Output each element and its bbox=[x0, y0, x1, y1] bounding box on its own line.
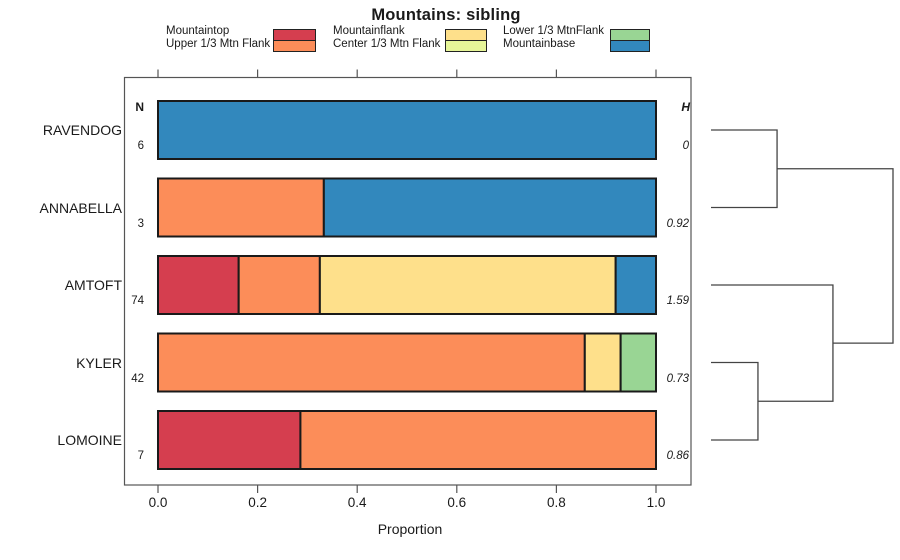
x-axis-tick-label: 0.6 bbox=[447, 495, 467, 510]
legend-swatch-upper-1-3-mtn-flank bbox=[273, 39, 316, 52]
x-axis-tick-label: 0.2 bbox=[248, 495, 267, 510]
row-label: LOMOINE bbox=[57, 432, 122, 448]
row-h-value: 0.86 bbox=[666, 450, 689, 462]
bar-segment-upper-1-3-mtn-flank bbox=[157, 332, 586, 393]
bar-segment-upper-1-3-mtn-flank bbox=[237, 255, 321, 315]
bar-segment-mountaintop bbox=[157, 255, 240, 315]
x-axis-tick-label: 1.0 bbox=[646, 495, 666, 510]
x-axis-tick-label: 0.0 bbox=[148, 495, 168, 510]
bar-segment-mountaintop bbox=[157, 410, 302, 470]
x-axis-label: Proportion bbox=[377, 521, 443, 537]
bar-segment-upper-1-3-mtn-flank bbox=[157, 177, 325, 238]
legend-label: Mountainbase bbox=[503, 38, 576, 51]
row-n-value: 42 bbox=[131, 372, 144, 385]
bar-segment-mountainbase bbox=[614, 255, 657, 315]
legend-label: Upper 1/3 Mtn Flank bbox=[166, 38, 271, 51]
row-label: AMTOFT bbox=[64, 277, 122, 293]
row-h-value: 0.92 bbox=[666, 217, 689, 230]
legend-swatch-mountainbase bbox=[610, 39, 650, 52]
row-n-value: 3 bbox=[137, 217, 144, 230]
legend-label: Lower 1/3 MtnFlank bbox=[503, 24, 604, 37]
row-label: RAVENDOG bbox=[42, 122, 122, 138]
x-axis-tick-label: 0.4 bbox=[347, 495, 367, 510]
row-h-value: 0.73 bbox=[666, 372, 689, 385]
row-n-value: 74 bbox=[131, 295, 144, 307]
row-n-value: 6 bbox=[137, 140, 144, 152]
row-label: ANNABELLA bbox=[39, 199, 122, 216]
row-n-value: 7 bbox=[137, 450, 144, 462]
row-h-value: 1.59 bbox=[666, 295, 689, 307]
chart-title: Mountains: sibling bbox=[371, 6, 521, 24]
bar-segment-upper-1-3-mtn-flank bbox=[299, 410, 657, 470]
bar-segment-mountainbase bbox=[157, 100, 657, 160]
row-label: KYLER bbox=[76, 354, 122, 371]
dendrogram-link bbox=[711, 361, 759, 441]
column-header-h: H bbox=[681, 100, 690, 114]
dendrogram-link bbox=[711, 129, 778, 209]
legend-label: Center 1/3 Mtn Flank bbox=[333, 38, 441, 51]
bar-segment-mountainbase bbox=[322, 177, 657, 238]
legend-label: Mountainflank bbox=[333, 24, 405, 37]
column-header-n: N bbox=[135, 100, 144, 114]
dendrogram-link bbox=[711, 284, 834, 402]
plot-box bbox=[123, 76, 692, 486]
x-axis-tick-label: 0.8 bbox=[547, 495, 566, 510]
row-h-value: 0 bbox=[682, 140, 689, 152]
legend-label: Mountaintop bbox=[166, 24, 230, 37]
dendrogram-link bbox=[777, 168, 894, 344]
legend-swatch-center-1-3-mtn-flank bbox=[445, 39, 487, 52]
bar-segment-mountainflank bbox=[583, 332, 622, 393]
bar-segment-mountainflank bbox=[318, 255, 617, 315]
bar-segment-lower-1-3-mtnflank bbox=[619, 332, 658, 393]
